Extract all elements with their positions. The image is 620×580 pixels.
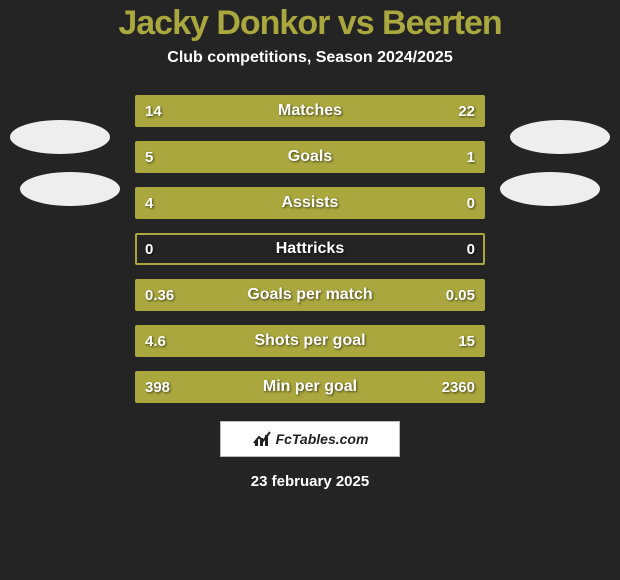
avatar-placeholder-left-2	[20, 172, 120, 206]
stat-bars: 1422Matches51Goals40Assists00Hattricks0.…	[135, 95, 485, 403]
stat-right-value: 1	[467, 143, 475, 171]
stat-row: 40Assists	[135, 187, 485, 219]
stat-left-value: 0	[145, 235, 153, 263]
stat-right-value: 0.05	[446, 281, 475, 309]
attribution-text: FcTables.com	[276, 431, 369, 447]
stat-left-fill	[137, 281, 441, 309]
stat-left-value: 5	[145, 143, 153, 171]
avatar-placeholder-left-1	[10, 120, 110, 154]
footer-date: 23 february 2025	[251, 473, 369, 490]
stat-row: 0.360.05Goals per match	[135, 279, 485, 311]
stat-right-fill	[272, 97, 483, 125]
stat-label: Hattricks	[137, 235, 483, 263]
stat-row: 51Goals	[135, 141, 485, 173]
chart-icon	[252, 429, 272, 449]
stat-right-value: 22	[458, 97, 475, 125]
stat-left-value: 14	[145, 97, 162, 125]
comparison-title: Jacky Donkor vs Beerten	[118, 4, 501, 43]
avatar-placeholder-right-1	[510, 120, 610, 154]
stat-left-value: 398	[145, 373, 170, 401]
stat-row: 4.615Shots per goal	[135, 325, 485, 357]
stat-right-value: 2360	[442, 373, 475, 401]
stat-right-value: 0	[467, 235, 475, 263]
stat-right-fill	[218, 327, 483, 355]
avatar-placeholder-right-2	[500, 172, 600, 206]
stat-left-fill	[137, 143, 425, 171]
comparison-subtitle: Club competitions, Season 2024/2025	[167, 49, 452, 67]
stat-left-fill	[137, 189, 483, 217]
stat-right-value: 15	[458, 327, 475, 355]
attribution-box: FcTables.com	[220, 421, 400, 457]
stat-row: 3982360Min per goal	[135, 371, 485, 403]
stat-left-value: 4	[145, 189, 153, 217]
stat-left-value: 0.36	[145, 281, 174, 309]
infographic-container: Jacky Donkor vs Beerten Club competition…	[0, 0, 620, 580]
stat-row: 0 0Hattricks	[135, 233, 485, 265]
stat-right-fill	[187, 373, 483, 401]
stat-left-value: 4.6	[145, 327, 166, 355]
stat-row: 1422Matches	[135, 95, 485, 127]
stat-right-value: 0	[467, 189, 475, 217]
